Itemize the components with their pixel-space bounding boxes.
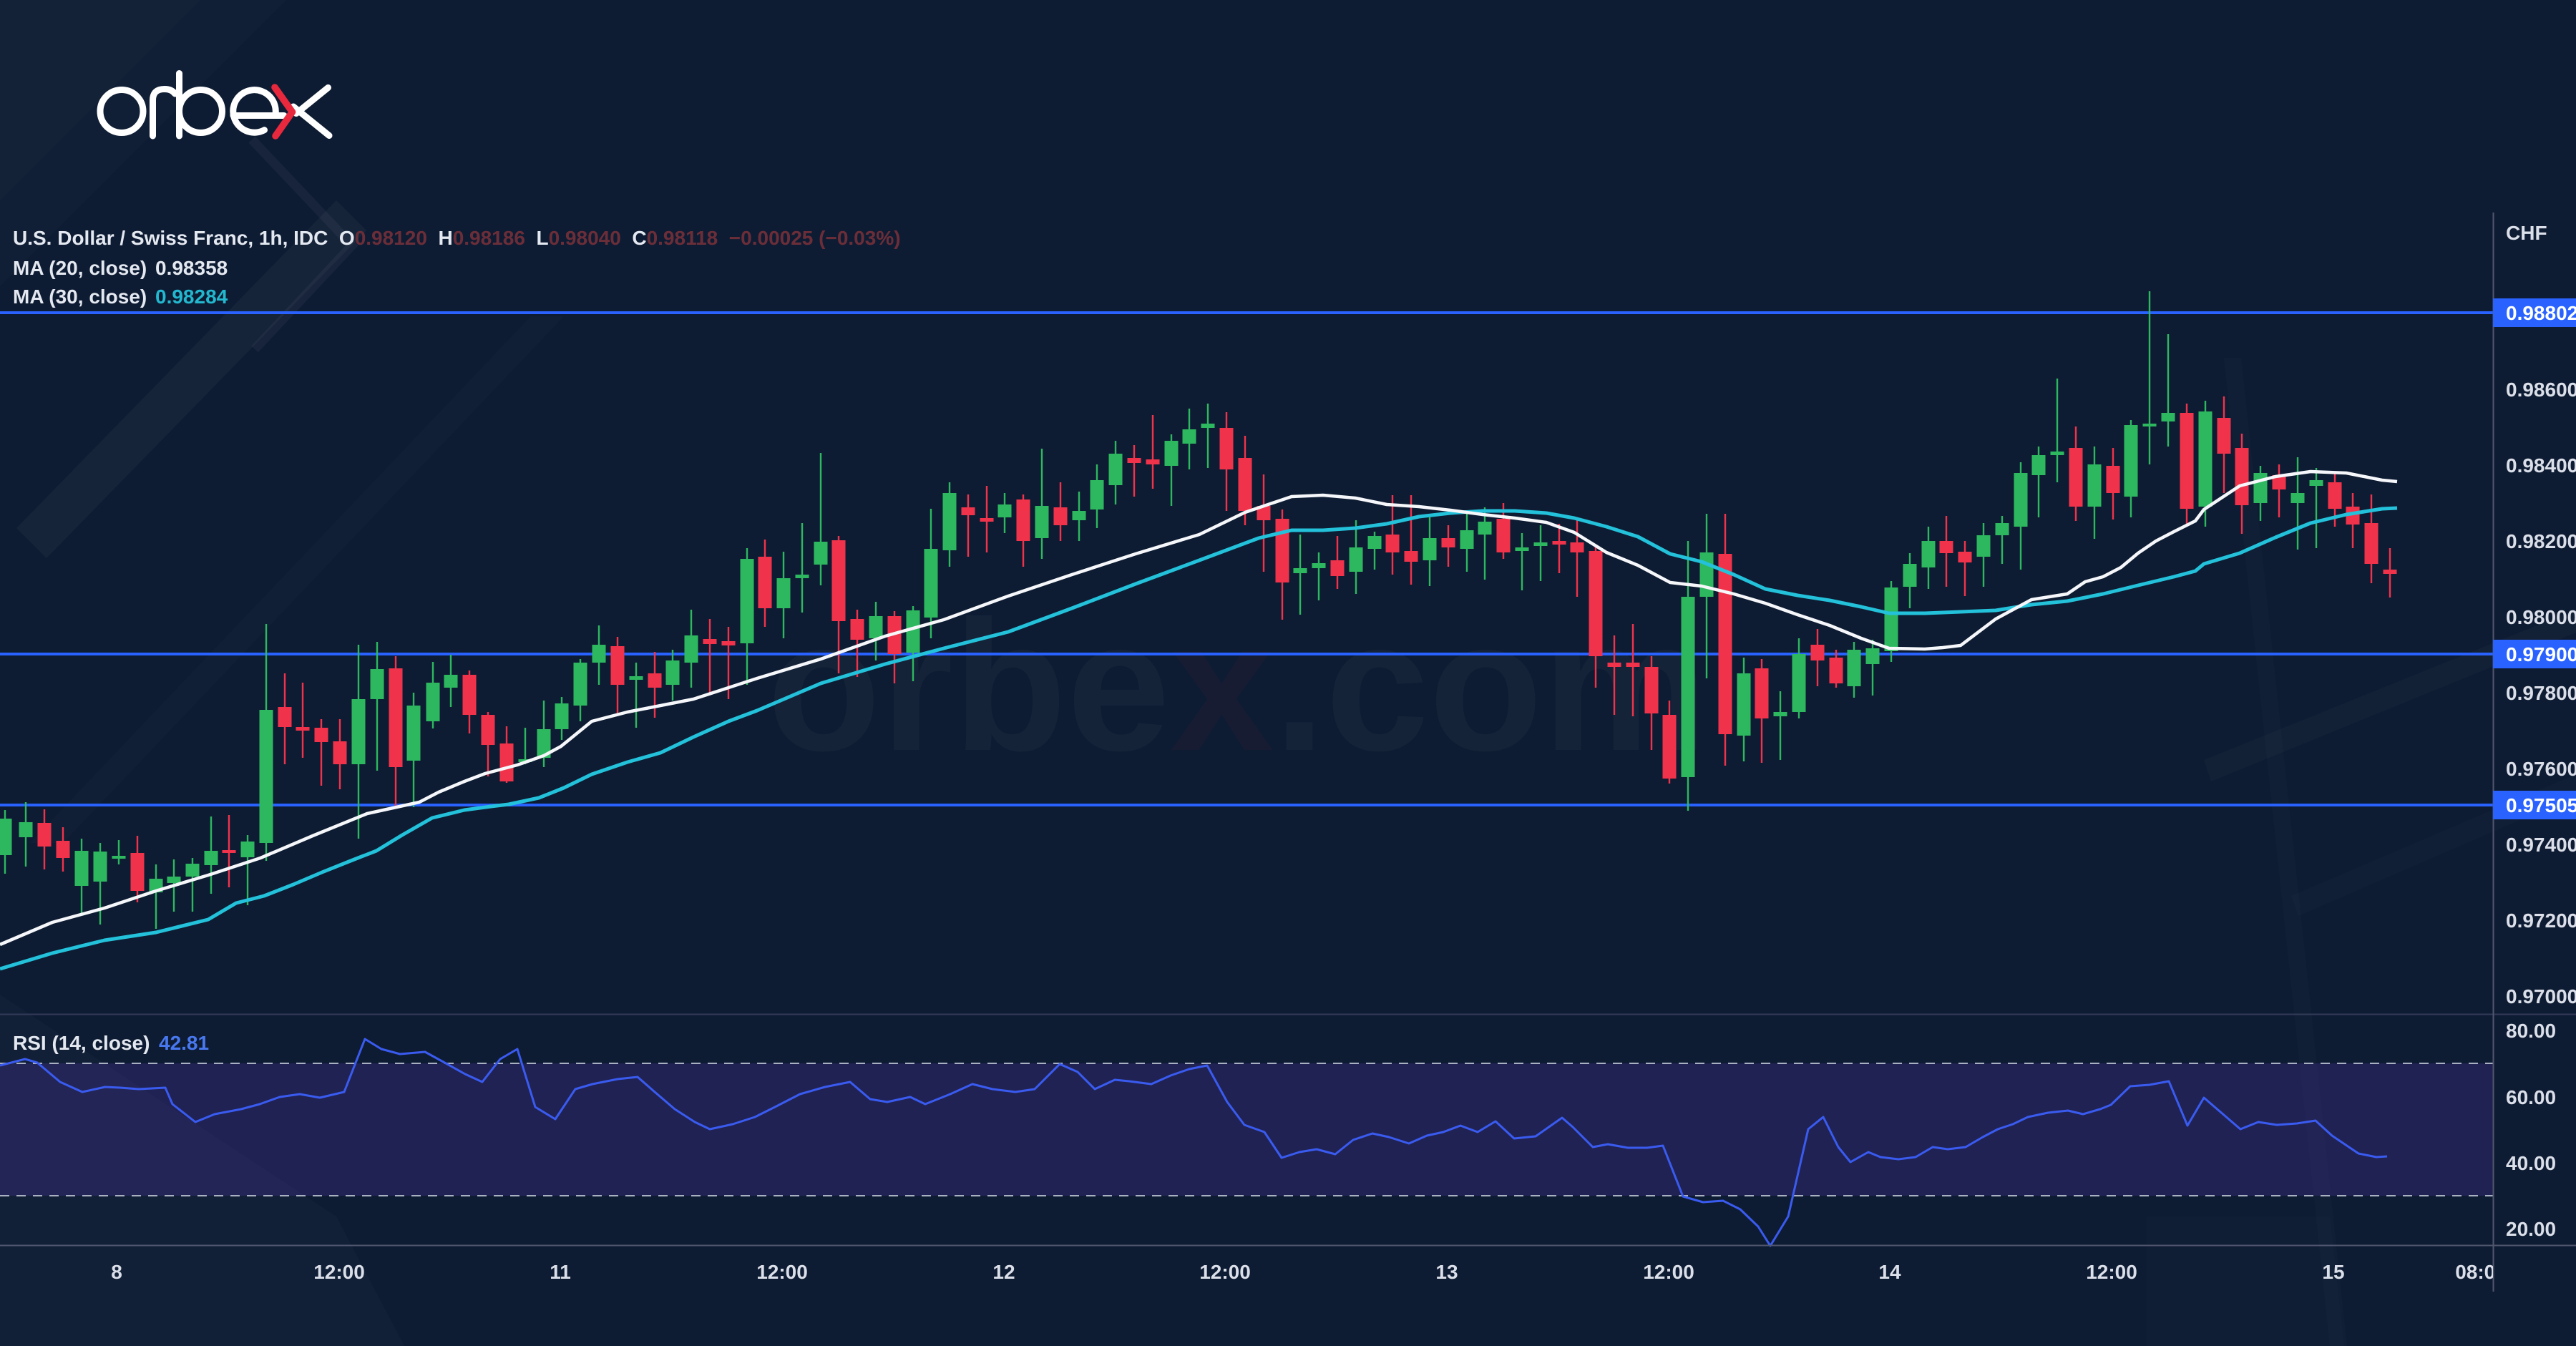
svg-text:12:00: 12:00 [313, 1261, 365, 1283]
svg-text:80.00: 80.00 [2506, 1020, 2556, 1042]
svg-text:0.98200: 0.98200 [2506, 530, 2576, 552]
svg-text:8: 8 [111, 1261, 122, 1283]
svg-text:12:00: 12:00 [1199, 1261, 1251, 1283]
svg-text:0.97600: 0.97600 [2506, 758, 2576, 780]
svg-text:MA (30, close): MA (30, close) [13, 286, 147, 308]
svg-text:20.00: 20.00 [2506, 1218, 2556, 1240]
svg-text:13: 13 [1435, 1261, 1458, 1283]
svg-text:40.00: 40.00 [2506, 1152, 2556, 1174]
svg-text:0.98600: 0.98600 [2506, 379, 2576, 401]
svg-text:11: 11 [550, 1261, 571, 1283]
svg-text:0.98802: 0.98802 [2506, 302, 2576, 324]
svg-text:0.97000: 0.97000 [2506, 985, 2576, 1008]
svg-text:RSI (14, close): RSI (14, close) [13, 1032, 150, 1054]
svg-text:12:00: 12:00 [756, 1261, 808, 1283]
svg-text:0.98284: 0.98284 [155, 286, 228, 308]
svg-text:0.97400: 0.97400 [2506, 834, 2576, 856]
svg-text:0.97900: 0.97900 [2506, 643, 2576, 665]
svg-text:MA (20, close): MA (20, close) [13, 257, 147, 279]
svg-text:0.97505: 0.97505 [2506, 794, 2576, 816]
svg-text:CHF: CHF [2506, 222, 2547, 244]
svg-text:12:00: 12:00 [1643, 1261, 1694, 1283]
svg-text:14: 14 [1878, 1261, 1901, 1283]
svg-text:12:00: 12:00 [2086, 1261, 2137, 1283]
svg-text:15: 15 [2322, 1261, 2344, 1283]
svg-text:12: 12 [992, 1261, 1015, 1283]
svg-text:U.S. Dollar / Swiss Franc, 1h,: U.S. Dollar / Swiss Franc, 1h, IDC O0.98… [13, 227, 901, 249]
svg-text:0.98000: 0.98000 [2506, 606, 2576, 628]
svg-text:0.98400: 0.98400 [2506, 454, 2576, 477]
svg-text:42.81: 42.81 [159, 1032, 209, 1054]
svg-text:0.97800: 0.97800 [2506, 682, 2576, 704]
svg-text:orbex.com: orbex.com [767, 582, 1708, 790]
svg-text:0.97200: 0.97200 [2506, 909, 2576, 932]
svg-text:60.00: 60.00 [2506, 1086, 2556, 1108]
svg-text:0.98358: 0.98358 [155, 257, 228, 279]
svg-text:08:00: 08:00 [2455, 1261, 2507, 1283]
